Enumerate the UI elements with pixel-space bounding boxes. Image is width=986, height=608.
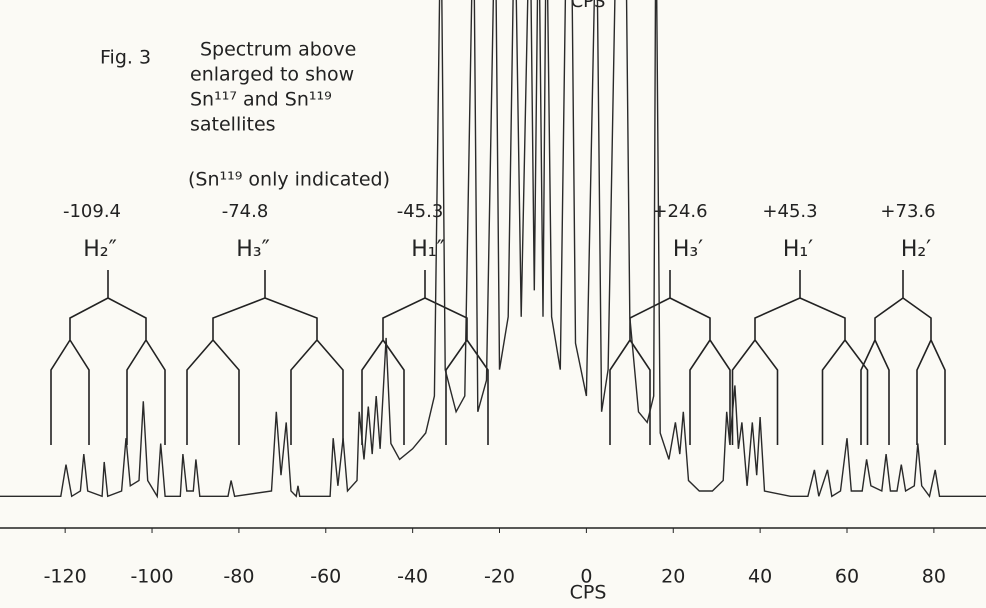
x-tick-label: -80 xyxy=(223,566,254,588)
x-tick-label: -40 xyxy=(397,566,428,588)
note: (Sn¹¹⁹ only indicated) xyxy=(188,169,390,191)
splitting-tree xyxy=(186,270,344,445)
caption-line: Sn¹¹⁷ and Sn¹¹⁹ xyxy=(190,89,332,111)
splitting-tree xyxy=(50,270,166,445)
x-tick-label: 60 xyxy=(835,566,859,588)
shift-label: +73.6 xyxy=(880,201,935,222)
proton-label: H₁′ xyxy=(783,237,813,262)
splitting-tree xyxy=(361,270,489,445)
caption-line: satellites xyxy=(190,114,276,136)
splitting-trees xyxy=(50,270,946,445)
spectrum-trace xyxy=(0,0,986,499)
x-tick-label: -20 xyxy=(484,566,515,588)
shift-label: -74.8 xyxy=(222,201,269,222)
x-tick-label: 40 xyxy=(748,566,772,588)
proton-label: H₃′ xyxy=(673,237,703,262)
splitting-tree xyxy=(731,270,869,445)
proton-label: H₁″ xyxy=(411,237,445,262)
proton-label: H₃″ xyxy=(236,237,270,262)
splitting-tree xyxy=(860,270,946,445)
shift-label: +45.3 xyxy=(762,201,817,222)
shift-label: -45.3 xyxy=(397,201,444,222)
proton-label: H₂″ xyxy=(83,237,117,262)
proton-label: H₂′ xyxy=(901,237,931,262)
caption-line: Fig. 3 xyxy=(100,47,151,69)
x-tick-label: 80 xyxy=(922,566,946,588)
caption-line: enlarged to show xyxy=(190,64,354,86)
x-tick-label: 0 xyxy=(580,566,592,588)
x-tick-label: -60 xyxy=(310,566,341,588)
x-tick-label: 20 xyxy=(661,566,685,588)
splitting-tree xyxy=(609,270,731,445)
top-label: CPS xyxy=(571,0,606,12)
shift-label: -109.4 xyxy=(63,201,121,222)
x-tick-label: -100 xyxy=(130,566,173,588)
x-axis-label: CPS xyxy=(570,582,607,604)
shift-label: +24.6 xyxy=(652,201,707,222)
caption-line: Spectrum above xyxy=(200,39,356,61)
x-tick-label: -120 xyxy=(44,566,87,588)
